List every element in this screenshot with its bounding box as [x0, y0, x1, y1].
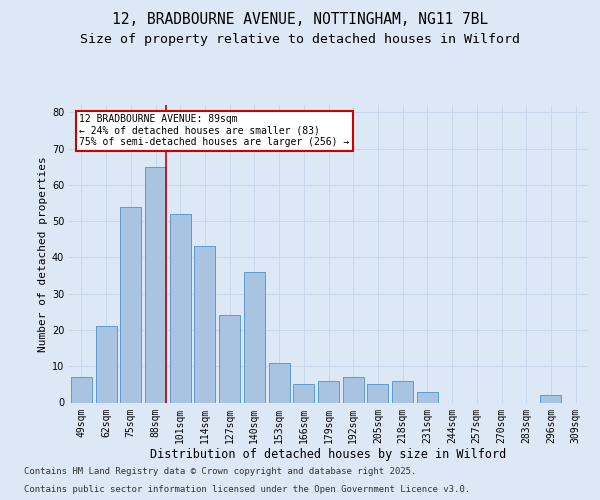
- Bar: [71, 377, 92, 402]
- Bar: [120, 206, 141, 402]
- Bar: [170, 214, 191, 402]
- Bar: [318, 380, 339, 402]
- Bar: [145, 166, 166, 402]
- Bar: [367, 384, 388, 402]
- Text: 12 BRADBOURNE AVENUE: 89sqm
← 24% of detached houses are smaller (83)
75% of sem: 12 BRADBOURNE AVENUE: 89sqm ← 24% of det…: [79, 114, 350, 147]
- Bar: [392, 380, 413, 402]
- Text: 12, BRADBOURNE AVENUE, NOTTINGHAM, NG11 7BL: 12, BRADBOURNE AVENUE, NOTTINGHAM, NG11 …: [112, 12, 488, 28]
- Bar: [541, 395, 562, 402]
- Y-axis label: Number of detached properties: Number of detached properties: [38, 156, 47, 352]
- Bar: [219, 316, 240, 402]
- Bar: [95, 326, 116, 402]
- Bar: [244, 272, 265, 402]
- Bar: [417, 392, 438, 402]
- Bar: [194, 246, 215, 402]
- Text: Contains public sector information licensed under the Open Government Licence v3: Contains public sector information licen…: [24, 485, 470, 494]
- Text: Size of property relative to detached houses in Wilford: Size of property relative to detached ho…: [80, 32, 520, 46]
- Bar: [343, 377, 364, 402]
- Bar: [269, 362, 290, 403]
- X-axis label: Distribution of detached houses by size in Wilford: Distribution of detached houses by size …: [151, 448, 506, 461]
- Bar: [293, 384, 314, 402]
- Text: Contains HM Land Registry data © Crown copyright and database right 2025.: Contains HM Land Registry data © Crown c…: [24, 467, 416, 476]
